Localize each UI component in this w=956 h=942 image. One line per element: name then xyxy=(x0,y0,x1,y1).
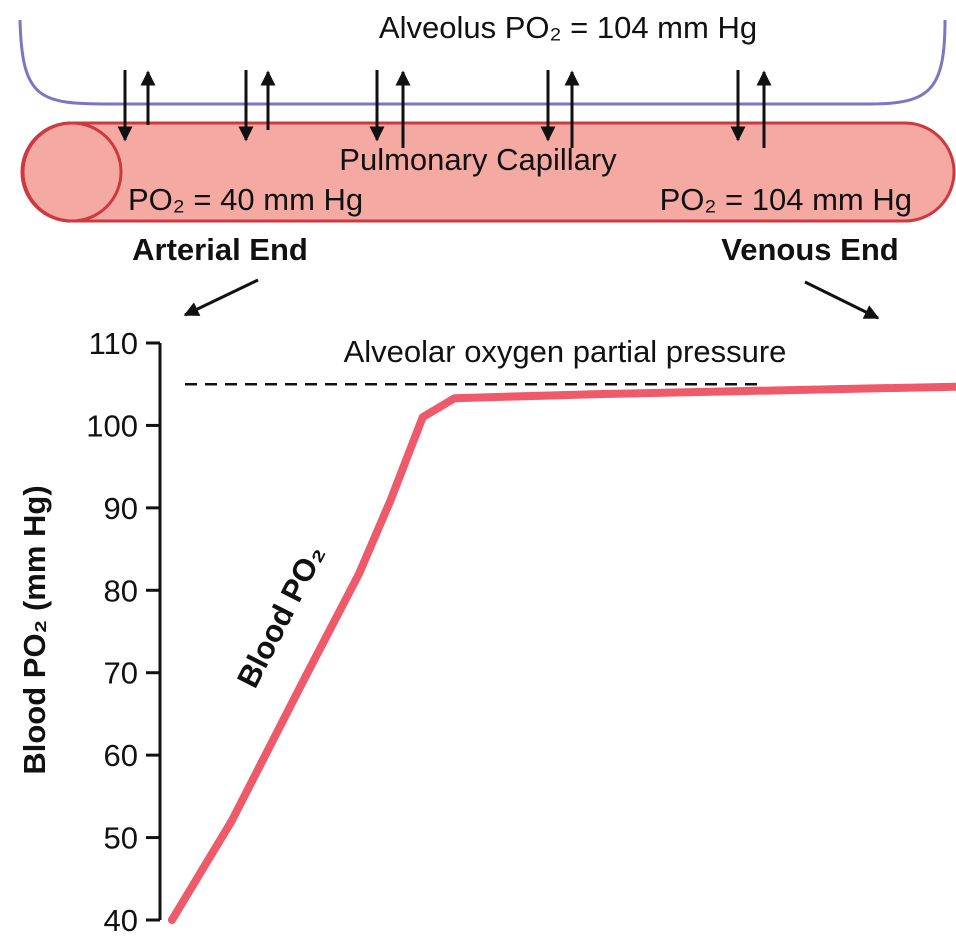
capillary-label: Pulmonary Capillary xyxy=(339,142,617,177)
y-tick-label: 110 xyxy=(89,326,138,361)
series-label: Blood PO₂ xyxy=(230,539,332,693)
arterial-end: Arterial End xyxy=(132,232,308,267)
arterial-po2: PO₂ = 40 mm Hg xyxy=(128,182,363,217)
y-tick-label: 40 xyxy=(104,903,138,937)
data-line xyxy=(172,387,956,920)
y-tick-label: 100 xyxy=(86,408,138,443)
venous-end: Venous End xyxy=(721,232,898,267)
alveolus-label: Alveolus PO₂ = 104 mm Hg xyxy=(379,10,757,45)
y-tick-label: 80 xyxy=(104,573,138,608)
y-tick-label: 70 xyxy=(104,656,138,691)
y-tick-label: 60 xyxy=(104,738,138,773)
y-tick-label: 90 xyxy=(104,491,138,526)
reference-label: Alveolar oxygen partial pressure xyxy=(344,334,787,369)
y-tick-label: 50 xyxy=(104,821,138,856)
venous-po2: PO₂ = 104 mm Hg xyxy=(660,182,912,217)
capillary-end xyxy=(23,123,121,221)
figure: Alveolus PO₂ = 104 mm Hg Pulmonary Capil… xyxy=(0,0,956,937)
y-axis-label: Blood PO₂ (mm Hg) xyxy=(17,485,52,774)
